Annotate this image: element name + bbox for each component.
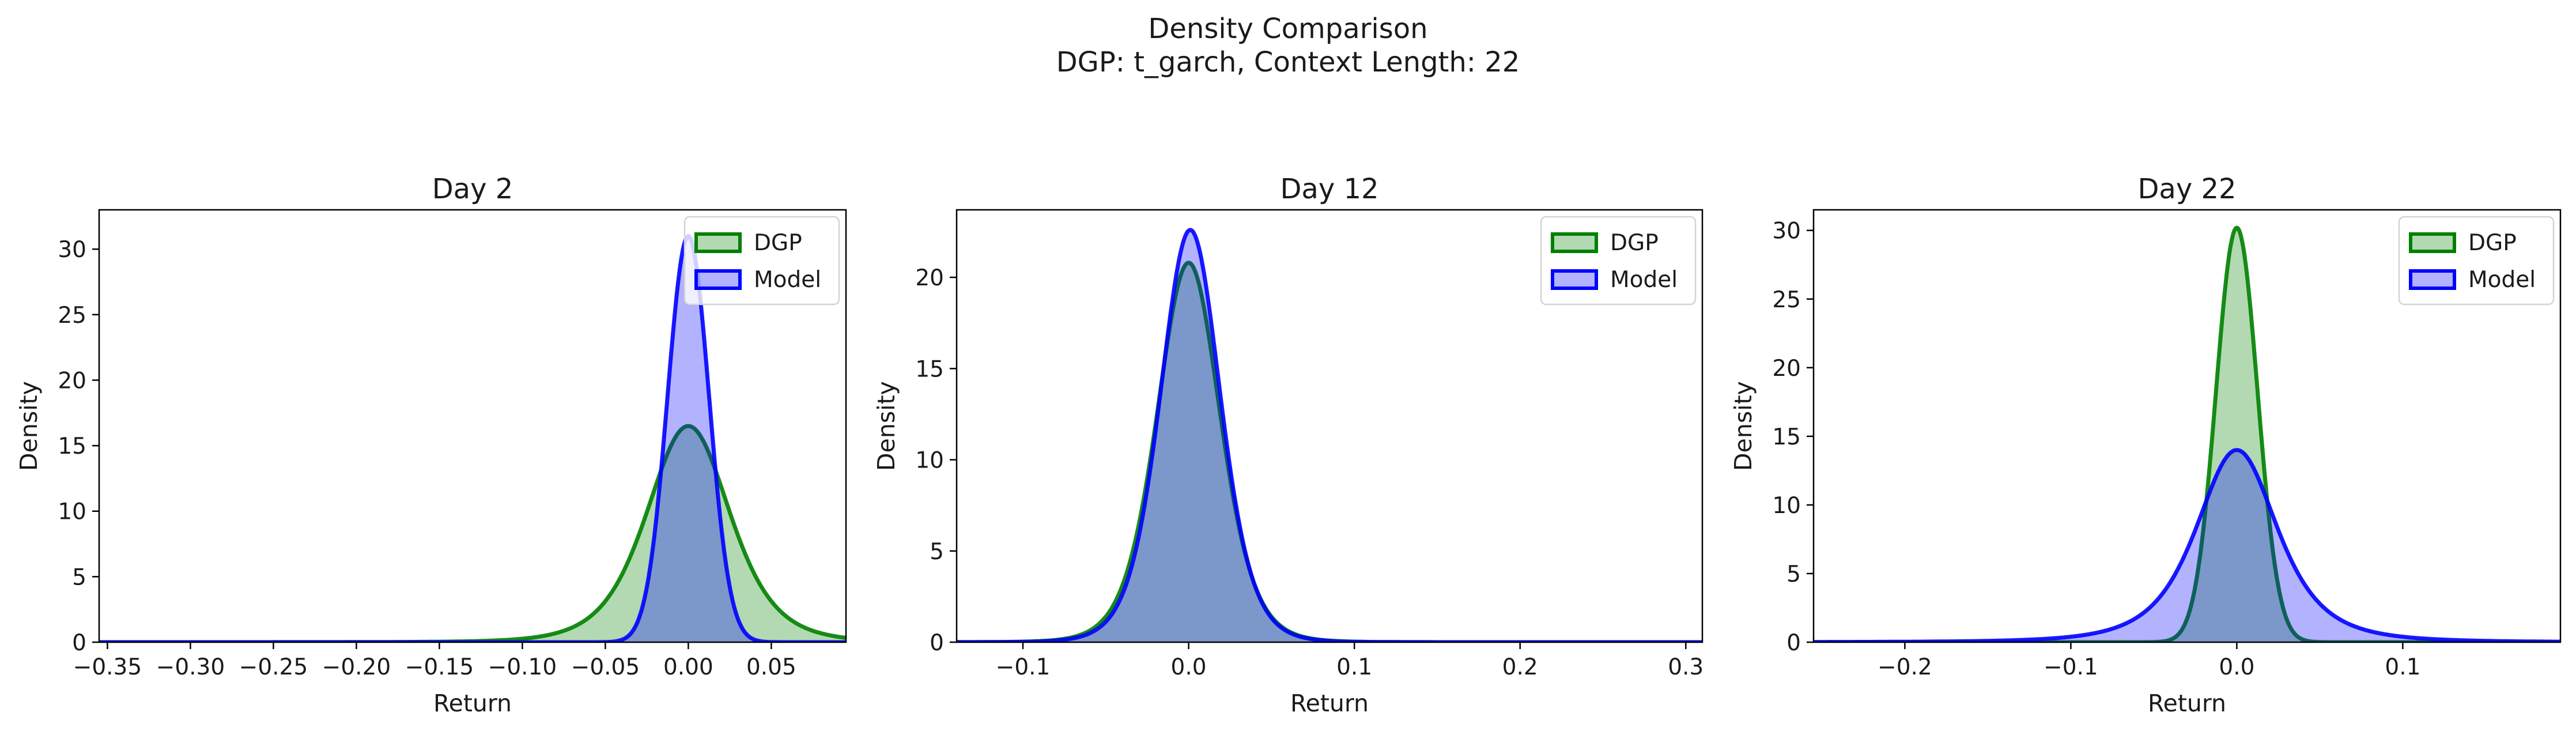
x-axis-label: Return (433, 689, 512, 717)
y-tick-label: 15 (58, 434, 86, 459)
x-axis-label: Return (1290, 689, 1369, 717)
density-line-model (957, 228, 1702, 642)
x-tick-label: 0.05 (746, 654, 796, 680)
x-tick-label: −0.20 (322, 654, 391, 680)
axes-frame (955, 209, 1704, 643)
y-tick-label: 30 (1772, 218, 1801, 244)
y-tick-label: 30 (58, 237, 86, 263)
x-tick-label: −0.05 (571, 654, 640, 680)
density-line-model (99, 234, 846, 642)
legend-swatch-model (694, 269, 742, 290)
x-tick-label: −0.10 (488, 654, 557, 680)
panel-day-12: −0.1 0.0 0.1 0.2 0.3 0 5 10 15 20 Day 12 Return Dens… (872, 173, 1704, 717)
density-fill-model (957, 229, 1702, 642)
x-tick-label: −0.1 (2044, 654, 2098, 680)
legend-label-model: Model (754, 267, 821, 293)
y-tick-label: 20 (1772, 356, 1801, 382)
y-tick-label: 10 (1772, 493, 1801, 519)
legend: DGP Model (2398, 216, 2555, 306)
panel-title: Day 2 (432, 173, 513, 205)
legend-label-dgp: DGP (754, 230, 802, 256)
legend-label-model: Model (1610, 267, 1678, 293)
panel-title: Day 22 (2137, 173, 2236, 205)
x-tick-label: −0.25 (239, 654, 308, 680)
y-tick-label: 0 (1786, 630, 1801, 656)
axes-frame (1812, 209, 2562, 643)
x-tick-label: −0.2 (1878, 654, 1932, 680)
x-tick-label: 0.3 (1668, 654, 1704, 680)
legend-label-model: Model (2468, 267, 2536, 293)
density-fill-dgp (957, 262, 1702, 642)
y-tick-label: 5 (930, 539, 944, 565)
y-axis-label: Density (15, 381, 43, 471)
y-tick-label: 25 (58, 303, 86, 329)
y-tick-label: 15 (1772, 424, 1801, 450)
y-tick-label: 20 (915, 265, 944, 291)
density-line-dgp (957, 261, 1702, 642)
panel-day-22: −0.2 −0.1 0.0 0.1 0 5 10 15 20 25 30 Day 22 Return De… (1729, 173, 2562, 717)
x-tick-label: 0.0 (2219, 654, 2254, 680)
y-tick-label: 5 (72, 564, 86, 590)
density-fill-model (1814, 450, 2560, 642)
x-tick-label: 0.2 (1502, 654, 1538, 680)
figure-title: Density Comparison (1148, 13, 1427, 45)
legend-swatch-dgp (694, 232, 742, 253)
y-axis-label: Density (1729, 381, 1757, 471)
y-tick-label: 25 (1772, 287, 1801, 313)
y-tick-label: 10 (915, 448, 944, 474)
y-tick-label: 0 (72, 630, 86, 656)
legend-swatch-model (1551, 269, 1598, 290)
y-tick-label: 0 (930, 630, 944, 656)
figure-subtitle: DGP: t_garch, Context Length: 22 (1056, 46, 1520, 78)
legend: DGP Model (683, 216, 840, 306)
y-tick-label: 5 (1786, 561, 1801, 587)
panel-title: Day 12 (1280, 173, 1378, 205)
axes-frame (98, 209, 847, 643)
plot-area (957, 228, 1702, 642)
density-line-dgp (1814, 225, 2560, 642)
legend-box (1540, 216, 1697, 306)
legend-box (2398, 216, 2555, 306)
plot-area (99, 234, 846, 642)
legend-swatch-dgp (2409, 232, 2456, 253)
x-tick-label: −0.15 (405, 654, 474, 680)
legend-label-dgp: DGP (2468, 230, 2517, 256)
density-fill-model (99, 236, 846, 642)
x-tick-label: 0.1 (2385, 654, 2420, 680)
x-tick-label: 0.0 (1171, 654, 1207, 680)
x-tick-label: −0.35 (73, 654, 142, 680)
y-tick-label: 15 (915, 356, 944, 382)
legend: DGP Model (1540, 216, 1697, 306)
x-tick-label: −0.30 (156, 654, 225, 680)
y-tick-label: 10 (58, 499, 86, 525)
x-axis-label: Return (2148, 689, 2226, 717)
legend-swatch-dgp (1551, 232, 1598, 253)
y-axis-label: Density (872, 381, 900, 471)
x-tick-label: −0.1 (996, 654, 1051, 680)
legend-label-dgp: DGP (1610, 230, 1659, 256)
legend-swatch-model (2409, 269, 2456, 290)
panel-day-2: −0.35 −0.30 −0.25 −0.20 −0.15 −0.10 −0.05 0.00 0… (15, 173, 847, 717)
x-tick-label: 0.1 (1336, 654, 1372, 680)
x-tick-label: 0.00 (663, 654, 713, 680)
y-tick-label: 20 (58, 368, 86, 394)
legend-box (683, 216, 840, 306)
